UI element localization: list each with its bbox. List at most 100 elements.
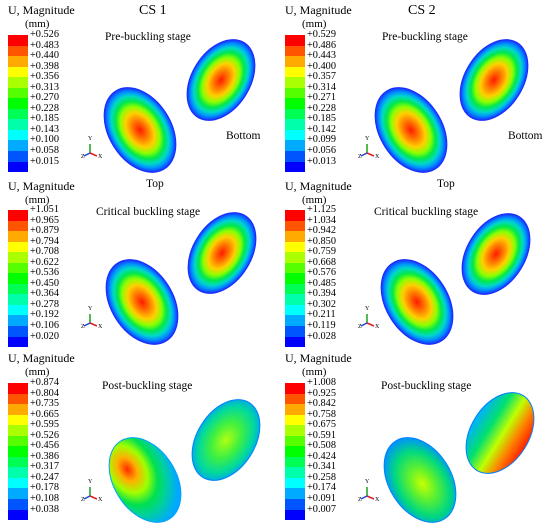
cs2-post-right-ellipse bbox=[465, 392, 535, 474]
axis-x-label: X bbox=[375, 497, 380, 503]
legend-swatch bbox=[8, 262, 28, 274]
legend-swatch bbox=[8, 161, 28, 173]
stage-label: Post-buckling stage bbox=[102, 380, 193, 392]
legend-unit: (mm) bbox=[302, 194, 327, 206]
legend-swatch bbox=[285, 98, 305, 109]
column-title-cs2: CS 2 bbox=[408, 3, 436, 18]
legend-values: +0.526 +0.483 +0.440 +0.398 +0.356 +0.31… bbox=[30, 29, 59, 178]
stage-label: Pre-buckling stage bbox=[382, 31, 468, 43]
cs1-pre-bottom-ellipse bbox=[186, 39, 256, 121]
legend-swatch bbox=[285, 56, 305, 67]
legend-value: +1.125 bbox=[307, 204, 336, 215]
legend-value: +0.341 bbox=[307, 461, 336, 473]
legend-swatch bbox=[285, 252, 305, 263]
legend-unit: (mm) bbox=[25, 18, 50, 30]
legend-swatch bbox=[8, 393, 28, 405]
legend-value: +0.735 bbox=[30, 398, 59, 410]
legend-swatch bbox=[285, 262, 305, 274]
axis-y-label: Y bbox=[365, 306, 370, 312]
legend-value: +0.804 bbox=[30, 387, 59, 399]
stage-label: Post-buckling stage bbox=[381, 380, 472, 392]
axis-y-label: Y bbox=[88, 306, 93, 312]
legend-swatch bbox=[285, 414, 305, 426]
stage-label: Critical buckling stage bbox=[374, 206, 479, 218]
legend-swatch bbox=[8, 488, 28, 500]
legend-swatch bbox=[285, 151, 305, 162]
legend-value: +0.386 bbox=[30, 450, 59, 462]
legend-swatch bbox=[285, 294, 305, 305]
bottom-label: Bottom bbox=[226, 130, 261, 142]
legend-swatch bbox=[8, 336, 28, 348]
cs2-post-left-ellipse bbox=[383, 437, 457, 523]
legend-value: +0.942 bbox=[307, 225, 336, 237]
legend-swatch bbox=[285, 404, 305, 415]
legend-value: +0.508 bbox=[307, 440, 336, 452]
axis-triad-icon bbox=[83, 144, 98, 157]
legend-swatch bbox=[285, 488, 305, 500]
legend-swatch bbox=[285, 66, 305, 78]
legend-swatch bbox=[285, 456, 305, 468]
legend-value: +0.486 bbox=[307, 39, 336, 51]
axis-y-label: Y bbox=[88, 136, 93, 142]
cs2-pre-top-ellipse bbox=[374, 87, 448, 173]
color-legend bbox=[285, 383, 305, 521]
legend-value: +0.665 bbox=[30, 408, 59, 420]
legend-swatch bbox=[8, 283, 28, 295]
legend-swatch bbox=[285, 273, 305, 284]
legend-value: +0.424 bbox=[307, 450, 336, 462]
legend-value: +0.091 bbox=[307, 493, 336, 505]
legend-swatch bbox=[8, 435, 28, 447]
legend-value: +0.443 bbox=[307, 50, 336, 62]
legend-value: +0.317 bbox=[30, 461, 59, 473]
legend-value: +0.526 bbox=[30, 29, 59, 40]
axis-z-label: Z bbox=[81, 497, 85, 503]
legend-value: +0.020 bbox=[30, 330, 59, 342]
legend-value: +0.364 bbox=[30, 288, 59, 300]
cs2-critical-left-ellipse bbox=[380, 259, 454, 345]
legend-value: +0.842 bbox=[307, 398, 336, 410]
legend-swatch bbox=[8, 35, 28, 46]
legend-value: +0.485 bbox=[307, 277, 336, 289]
legend-value: +0.119 bbox=[307, 320, 336, 332]
cs1-post-left-ellipse bbox=[108, 437, 182, 523]
legend-title: U, Magnitude bbox=[8, 351, 75, 365]
legend-value: +0.056 bbox=[307, 145, 336, 157]
legend-swatch bbox=[8, 383, 28, 394]
legend-swatch bbox=[285, 231, 305, 242]
axis-triad-icon bbox=[360, 487, 375, 500]
legend-swatch bbox=[8, 404, 28, 415]
legend-value: +0.228 bbox=[307, 102, 336, 114]
legend-value bbox=[307, 167, 336, 178]
legend-value: +0.142 bbox=[307, 123, 336, 135]
legend-value: +0.874 bbox=[30, 377, 59, 388]
cs1-post-right-ellipse bbox=[191, 399, 261, 481]
legend-value: +0.314 bbox=[307, 81, 336, 93]
color-legend bbox=[8, 383, 28, 521]
legend-value: +0.108 bbox=[30, 493, 59, 505]
legend-swatch bbox=[8, 98, 28, 109]
axis-x-label: X bbox=[98, 154, 103, 160]
legend-unit: (mm) bbox=[25, 194, 50, 206]
legend-value: +0.394 bbox=[307, 288, 336, 300]
legend-swatch bbox=[8, 477, 28, 489]
legend-value: +0.850 bbox=[307, 235, 336, 247]
legend-value: +0.794 bbox=[30, 235, 59, 247]
legend-swatch bbox=[8, 509, 28, 521]
legend-swatch bbox=[285, 45, 305, 57]
axis-z-label: Z bbox=[358, 324, 362, 330]
legend-swatch bbox=[8, 414, 28, 426]
legend-swatch bbox=[285, 435, 305, 447]
color-legend bbox=[8, 210, 28, 348]
legend-unit: (mm) bbox=[302, 366, 327, 378]
legend-swatch bbox=[285, 509, 305, 521]
legend-swatch bbox=[285, 315, 305, 327]
legend-swatch bbox=[8, 151, 28, 162]
legend-value: +0.357 bbox=[307, 71, 336, 83]
legend-title: U, Magnitude bbox=[8, 3, 75, 17]
legend-value: +0.758 bbox=[307, 408, 336, 420]
legend-unit: (mm) bbox=[25, 366, 50, 378]
legend-value: +0.038 bbox=[30, 503, 59, 515]
bottom-label: Bottom bbox=[508, 130, 543, 142]
legend-swatch bbox=[8, 456, 28, 468]
